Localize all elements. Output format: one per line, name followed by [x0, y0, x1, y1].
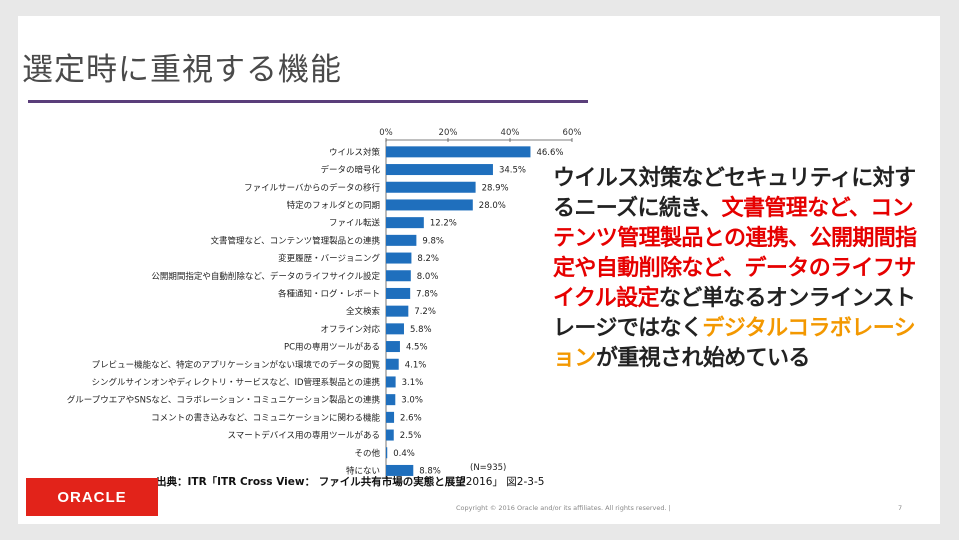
value-label: 2.6%: [400, 413, 422, 423]
category-label: プレビュー機能など、特定のアプリケーションがない環境でのデータの閲覧: [92, 359, 381, 370]
bar: [386, 411, 395, 423]
category-label: オフライン対応: [320, 324, 380, 335]
value-label: 9.8%: [422, 236, 444, 246]
x-tick-label: 0%: [379, 128, 393, 138]
body-text-highlight-red: 文書管理など、コンテンツ管理製品との連携、公開期間指定や自動削除など、データのラ…: [553, 196, 917, 311]
body-text-part3: など単なるオンラインストレージではなく: [553, 286, 916, 341]
x-tick-label: 40%: [501, 128, 520, 138]
category-label: 各種通知・ログ・レポート: [278, 288, 380, 299]
category-label: シングルサインオンやディレクトリ・サービスなど、ID管理系製品との連携: [92, 377, 380, 388]
bar: [386, 394, 396, 406]
body-text: ウイルス対策などセキュリティに対するニーズに続き、文書管理など、コンテンツ管理製…: [553, 164, 918, 374]
sample-size-note: (N=935): [470, 463, 506, 473]
value-label: 0.4%: [393, 449, 415, 459]
category-label: その他: [354, 448, 380, 459]
bar: [386, 199, 473, 211]
value-label: 34.5%: [499, 166, 526, 176]
bar: [386, 270, 411, 282]
bar: [386, 146, 531, 158]
category-label: PC用の専用ツールがある: [284, 342, 380, 353]
value-label: 7.2%: [414, 307, 436, 317]
category-label: ウイルス対策: [329, 147, 381, 158]
value-label: 3.0%: [401, 396, 423, 406]
bar: [386, 305, 409, 317]
bar: [386, 464, 414, 476]
bar: [386, 376, 396, 388]
value-label: 4.5%: [406, 343, 428, 353]
copyright-footer: Copyright © 2016 Oracle and/or its affil…: [456, 504, 671, 512]
bar: [386, 341, 400, 353]
bar: [386, 323, 404, 335]
value-label: 5.8%: [410, 325, 432, 335]
category-label: 特にない: [346, 465, 380, 476]
x-tick-label: 60%: [563, 128, 582, 138]
category-label: グループウエアやSNSなど、コラボレーション・コミュニケーション製品との連携: [67, 395, 380, 406]
body-text-part5: が重視され始めている: [595, 346, 811, 371]
category-label: 文書管理など、コンテンツ管理製品との連携: [211, 235, 381, 246]
source-year: 2016」 図2-3-5: [465, 476, 545, 488]
category-label: 特定のフォルダとの同期: [287, 200, 380, 211]
bar: [386, 217, 424, 229]
slide-title: 選定時に重視する機能: [22, 52, 342, 88]
bar: [386, 252, 412, 264]
oracle-logo: ORACLE: [26, 478, 158, 516]
bar: [386, 234, 417, 246]
value-label: 4.1%: [405, 360, 427, 370]
bars: ウイルス対策 46.6% データの暗号化 34.5% ファイルサーバからのデータの移行 2…: [67, 146, 563, 476]
bar: [386, 358, 399, 370]
category-label: 公開期間指定や自動削除など、データのライフサイクル設定: [151, 271, 380, 282]
bar: [386, 181, 476, 193]
title-rule: [28, 100, 588, 103]
value-label: 46.6%: [536, 148, 563, 158]
bar: [386, 447, 388, 459]
value-label: 28.9%: [482, 183, 509, 193]
value-label: 28.0%: [479, 201, 506, 211]
category-label: 全文検索: [346, 306, 380, 317]
value-label: 12.2%: [430, 219, 457, 229]
value-label: 7.8%: [416, 289, 438, 299]
bar: [386, 164, 493, 176]
x-tick-label: 20%: [439, 128, 458, 138]
bar: [386, 287, 411, 299]
source-citation: 出典：ITR「ITR Cross View： ファイル共有市場の実態と展望201…: [156, 474, 544, 489]
value-label: 8.8%: [419, 466, 441, 476]
value-label: 2.5%: [400, 431, 422, 441]
x-axis: 0% 20% 40% 60%: [379, 128, 582, 480]
value-label: 3.1%: [402, 378, 424, 388]
category-label: 変更履歴・バージョニング: [278, 253, 380, 264]
category-label: ファイル転送: [329, 218, 381, 229]
source-main: 出典：ITR「ITR Cross View： ファイル共有市場の実態と展望: [156, 476, 466, 488]
value-label: 8.0%: [417, 272, 439, 282]
page-number: 7: [898, 504, 903, 512]
value-label: 8.2%: [417, 254, 439, 264]
bar: [386, 429, 394, 441]
body-text-part1: ウイルス対策などセキュリティに対するニーズに続き、: [553, 166, 916, 221]
category-label: データの暗号化: [320, 165, 380, 176]
category-label: コメントの書き込みなど、コミュニケーションに関わる機能: [151, 412, 380, 423]
category-label: ファイルサーバからのデータの移行: [244, 182, 380, 193]
body-text-highlight-orange: デジタルコラボレーション: [553, 316, 916, 371]
category-label: スマートデバイス用の専用ツールがある: [228, 430, 381, 441]
